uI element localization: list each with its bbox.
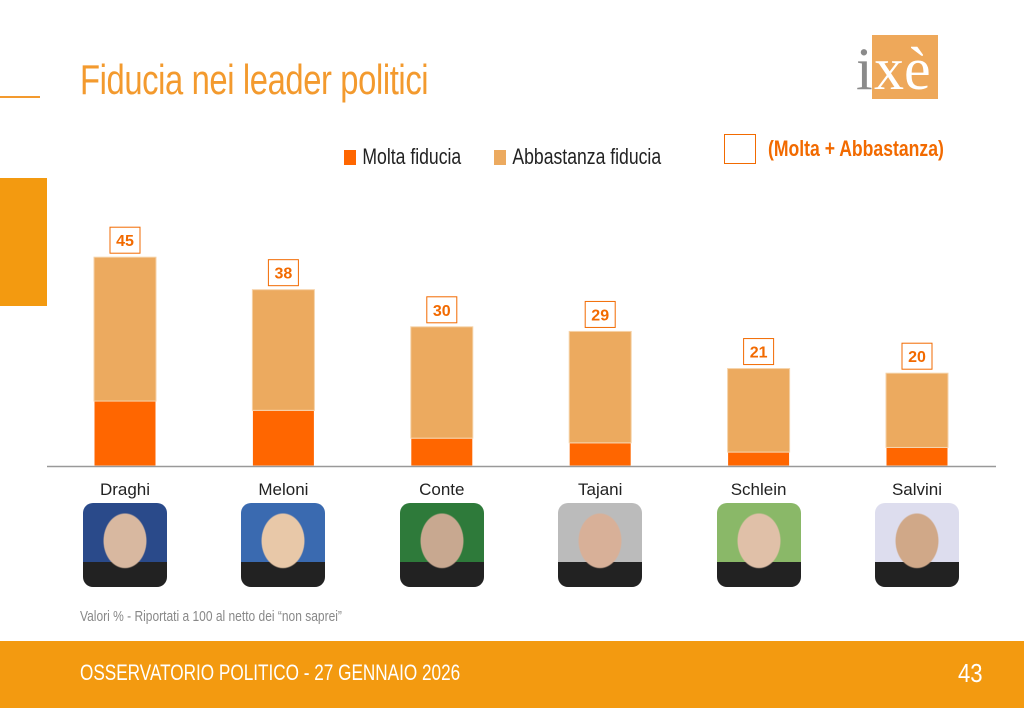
category-label-tajani: Tajani <box>578 480 622 499</box>
category-label-schlein: Schlein <box>731 480 787 499</box>
title-rule <box>0 96 40 98</box>
bar-abbastanza-schlein <box>727 368 791 453</box>
total-box-draghi <box>109 226 141 254</box>
total-label-schlein: 21 <box>750 345 768 362</box>
page-title: Fiducia nei leader politici <box>80 56 429 103</box>
footer-text: OSSERVATORIO POLITICO - 27 GENNAIO 2026 <box>80 660 461 685</box>
total-label-salvini: 20 <box>908 349 926 366</box>
total-label-meloni: 38 <box>275 266 293 283</box>
bar-molta-schlein <box>727 451 791 467</box>
page-number: 43 <box>958 658 983 688</box>
category-label-conte: Conte <box>419 480 464 499</box>
category-label-meloni: Meloni <box>258 480 308 499</box>
bar-molta-conte <box>410 437 474 467</box>
footnote: Valori % - Riportati a 100 al netto dei … <box>80 608 342 625</box>
svg-text:xè: xè <box>874 36 931 99</box>
conte-photo <box>399 503 484 587</box>
legend-swatch-molta <box>344 149 356 165</box>
salvini-photo <box>875 503 959 587</box>
legend-total-box <box>724 134 756 164</box>
legend-molta: Molta fiducia <box>344 144 461 170</box>
bar-abbastanza-salvini <box>885 372 949 448</box>
ixe-logo: i xè <box>856 35 938 99</box>
total-box-schlein <box>743 338 775 366</box>
total-label-conte: 30 <box>433 303 451 320</box>
bar-chart: 45 Draghi 38 Meloni 30 Conte 29 Tajani 21 Schlein… <box>47 226 996 499</box>
legend-label-molta: Molta fiducia <box>362 144 462 169</box>
side-accent-bar <box>0 178 47 306</box>
total-box-meloni <box>267 259 299 287</box>
legend-total-label: (Molta + Abbastanza) <box>768 136 944 161</box>
draghi-photo <box>83 503 167 587</box>
total-box-tajani <box>584 300 616 328</box>
bar-abbastanza-meloni <box>251 289 315 411</box>
svg-text:i: i <box>856 36 873 99</box>
bar-abbastanza-draghi <box>93 256 157 402</box>
meloni-photo <box>241 503 326 587</box>
total-label-draghi: 45 <box>116 233 134 250</box>
bar-molta-draghi <box>93 400 157 467</box>
bar-molta-meloni <box>251 409 315 467</box>
footer-bar <box>0 641 1024 708</box>
schlein-photo <box>716 503 801 587</box>
legend-swatch-abbastanza <box>494 149 506 165</box>
total-box-conte <box>426 296 458 324</box>
bar-molta-tajani <box>568 442 632 467</box>
bar-abbastanza-conte <box>410 326 474 439</box>
total-label-tajani: 29 <box>591 307 609 324</box>
category-label-salvini: Salvini <box>892 480 942 499</box>
legend-total: (Molta + Abbastanza) <box>724 134 988 164</box>
bar-abbastanza-tajani <box>568 330 632 444</box>
bar-molta-salvini <box>885 446 949 467</box>
total-box-salvini <box>901 342 933 370</box>
legend-label-abbastanza: Abbastanza fiducia <box>512 144 662 169</box>
legend-abbastanza: Abbastanza fiducia <box>494 144 661 170</box>
category-label-draghi: Draghi <box>100 480 150 499</box>
tajani-photo <box>558 503 643 587</box>
